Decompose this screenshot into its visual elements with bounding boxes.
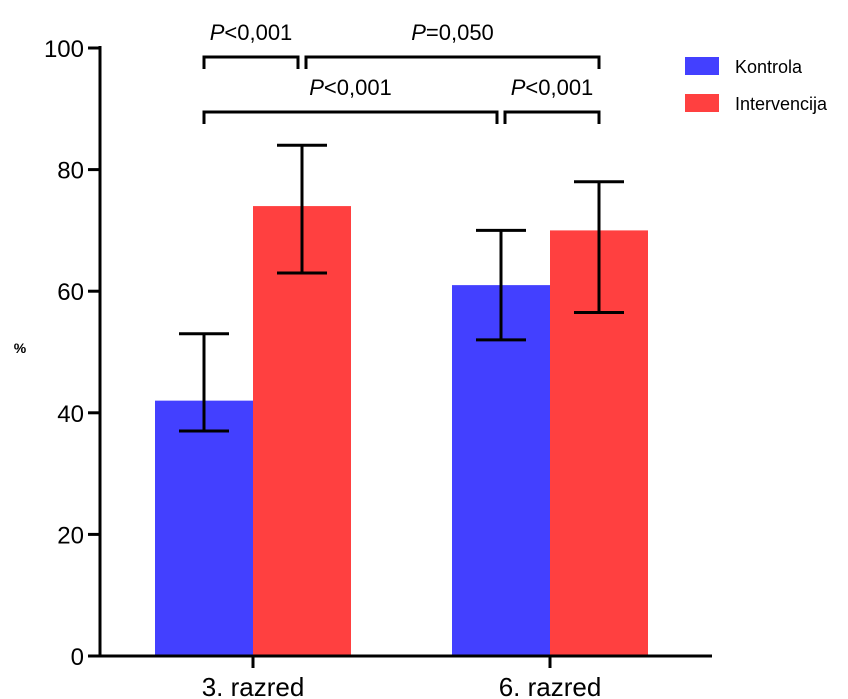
significance-bracket	[505, 112, 599, 124]
x-tick-label: 6. razred	[499, 672, 602, 699]
x-tick-label: 3. razred	[202, 672, 305, 699]
plot-area: 0 20 40 60 80 100 3. razred 6. razred P<0,001 P=0…	[44, 20, 712, 699]
y-tick-label: 60	[57, 279, 84, 306]
y-tick-label: 20	[57, 522, 84, 549]
p-value-label: P<0,001	[511, 75, 594, 100]
y-axis-label: %	[14, 340, 27, 356]
y-tick-label: 40	[57, 401, 84, 428]
y-tick-label: 100	[44, 36, 84, 63]
significance-bracket	[204, 112, 497, 124]
p-value-label: P<0,001	[309, 75, 392, 100]
bar-kontrola-1	[155, 401, 253, 656]
legend-label-intervencija: Intervencija	[735, 94, 828, 114]
p-value-label: P<0,001	[210, 20, 293, 45]
legend-label-kontrola: Kontrola	[735, 57, 803, 77]
legend-swatch-intervencija	[685, 94, 719, 112]
p-value-label: P=0,050	[411, 20, 494, 45]
significance-bracket	[204, 57, 298, 69]
significance-bracket	[306, 57, 599, 69]
legend-swatch-kontrola	[685, 57, 719, 75]
y-tick-label: 80	[57, 158, 84, 185]
y-tick-label: 0	[71, 644, 84, 671]
legend: Kontrola Intervencija	[685, 57, 828, 114]
